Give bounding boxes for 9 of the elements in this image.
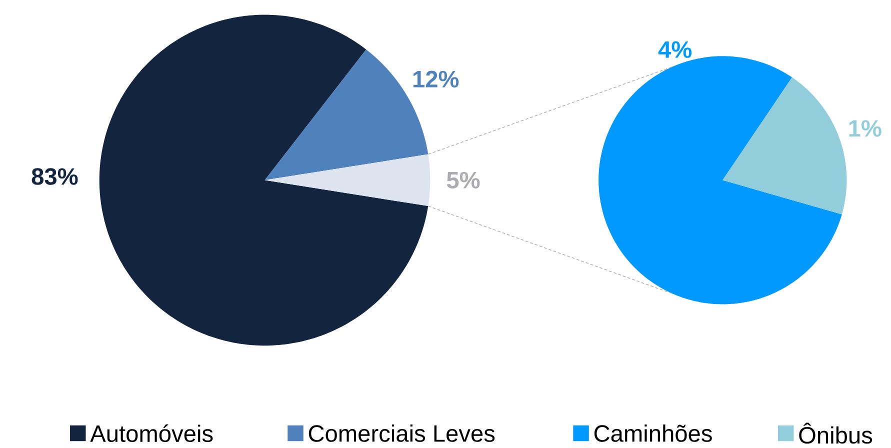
data-label: 12%	[413, 70, 459, 88]
data-label: 5%	[446, 172, 480, 189]
legend-label: Caminhões	[594, 424, 712, 442]
legend-label: Automóveis	[90, 424, 213, 442]
legend-label: Ônibus	[799, 422, 872, 444]
data-label: 4%	[658, 41, 692, 58]
legend-label: Comerciais Leves	[308, 424, 495, 442]
data-label: 83%	[32, 168, 78, 185]
data-label: 1%	[849, 120, 882, 137]
